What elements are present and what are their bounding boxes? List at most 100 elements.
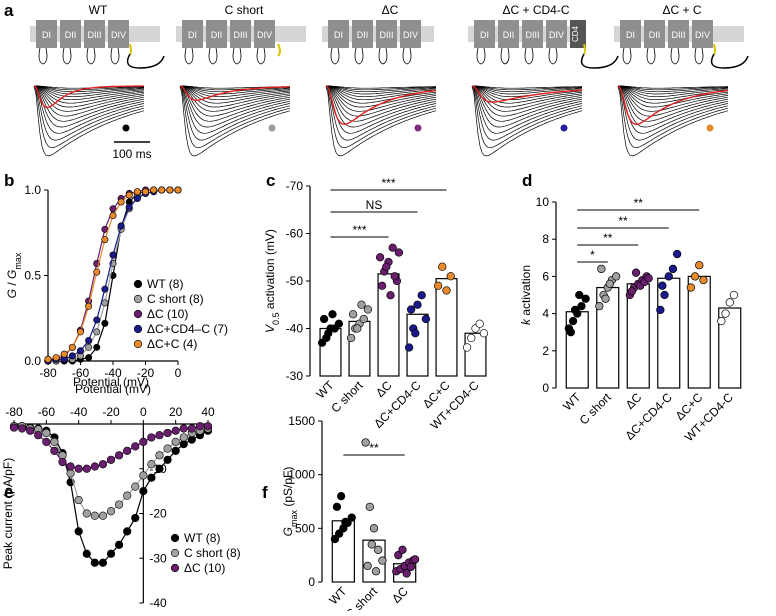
domain-label: DIII [233, 30, 247, 40]
bar [626, 283, 650, 389]
trace [33, 85, 145, 128]
data-point [359, 314, 368, 324]
data-point [163, 444, 172, 453]
data-point [123, 491, 132, 500]
data-point [171, 446, 180, 455]
y-axis-label-part: G [5, 289, 19, 298]
data-point [363, 305, 373, 314]
data-point [150, 186, 158, 194]
cd4-box [570, 20, 586, 48]
data-point [50, 446, 59, 455]
data-point [82, 464, 91, 473]
y-tick-label: -40 [286, 322, 304, 336]
data-point [139, 487, 148, 496]
domain-label: DII [357, 30, 369, 40]
data-point [131, 442, 140, 451]
data-point [378, 556, 387, 565]
loop [86, 47, 96, 65]
trace [325, 85, 437, 112]
data-point [179, 424, 188, 433]
data-point [117, 198, 125, 206]
data-point [106, 507, 116, 516]
data-point [605, 279, 614, 288]
domain [328, 20, 349, 48]
domain-label: DI [188, 30, 197, 40]
data-point [174, 186, 182, 194]
loop [402, 47, 412, 65]
c-tail [713, 43, 716, 55]
trace [471, 85, 583, 101]
series-line [14, 425, 209, 564]
y-tick-label: -20 [149, 507, 167, 521]
data-point [114, 451, 124, 460]
data-point [353, 324, 362, 333]
y-axis-label-part: Peak current (pA/pF) [1, 458, 15, 569]
data-point [398, 545, 407, 554]
data-point [125, 203, 133, 211]
data-point [58, 457, 67, 467]
y-tick-label: -40 [149, 596, 167, 610]
legend-marker [170, 548, 180, 558]
trace [33, 85, 145, 101]
data-point [375, 253, 385, 262]
data-point [371, 567, 381, 576]
trace [618, 85, 728, 89]
domain [254, 20, 275, 48]
domain-label: DIV [403, 30, 418, 40]
y-tick-label: 0 [542, 381, 549, 395]
loop [476, 47, 486, 65]
data-point [388, 243, 397, 252]
x-tick-label: C short [577, 390, 615, 428]
significance-label: ** [618, 214, 628, 228]
data-point [346, 333, 356, 343]
data-point [575, 290, 584, 300]
data-point [328, 310, 337, 319]
trace [471, 85, 583, 157]
domain [400, 20, 421, 48]
y-axis-label-part: max [289, 510, 299, 528]
data-point [101, 236, 109, 244]
data-point [163, 455, 172, 464]
data-point [394, 551, 403, 560]
y-tick-label: 6 [542, 269, 549, 283]
cd4-label: CD4 [571, 25, 580, 42]
data-point [595, 302, 604, 311]
x-tick-label: -20 [102, 405, 120, 419]
x-tick-label: -60 [72, 366, 90, 380]
data-point [77, 347, 85, 355]
trace [617, 85, 729, 134]
construct-name: WT [89, 3, 108, 17]
data-point [577, 302, 586, 311]
loop [110, 47, 120, 65]
data-point [68, 352, 76, 360]
trace [179, 85, 291, 101]
loop [38, 47, 48, 65]
domain [376, 20, 397, 48]
data-point [433, 281, 443, 290]
data-point [673, 249, 682, 259]
y-axis-label-part: V [263, 324, 277, 333]
domain [230, 20, 251, 48]
domain-label: DIV [549, 30, 564, 40]
data-point [341, 517, 350, 527]
construct-dot [122, 124, 130, 132]
data-point [85, 354, 93, 362]
legend-label: WT (8) [184, 531, 220, 545]
data-point [52, 354, 60, 362]
y-axis-label-part: G [5, 270, 19, 279]
data-point [125, 191, 133, 199]
trace [33, 85, 145, 149]
loop [622, 47, 632, 65]
data-point [90, 558, 99, 567]
data-point [90, 511, 99, 520]
red-trace [471, 85, 583, 103]
data-point [690, 272, 700, 281]
data-point [85, 336, 93, 344]
data-point [367, 540, 376, 549]
construct: ΔC + CD4-C DI DII DIII DIV CD4 [468, 3, 619, 157]
trace [472, 85, 583, 91]
data-point [382, 262, 391, 271]
y-axis-label-part: 0.5 [271, 312, 281, 325]
construct-name: ΔC + C [662, 3, 701, 17]
data-point [50, 437, 59, 447]
